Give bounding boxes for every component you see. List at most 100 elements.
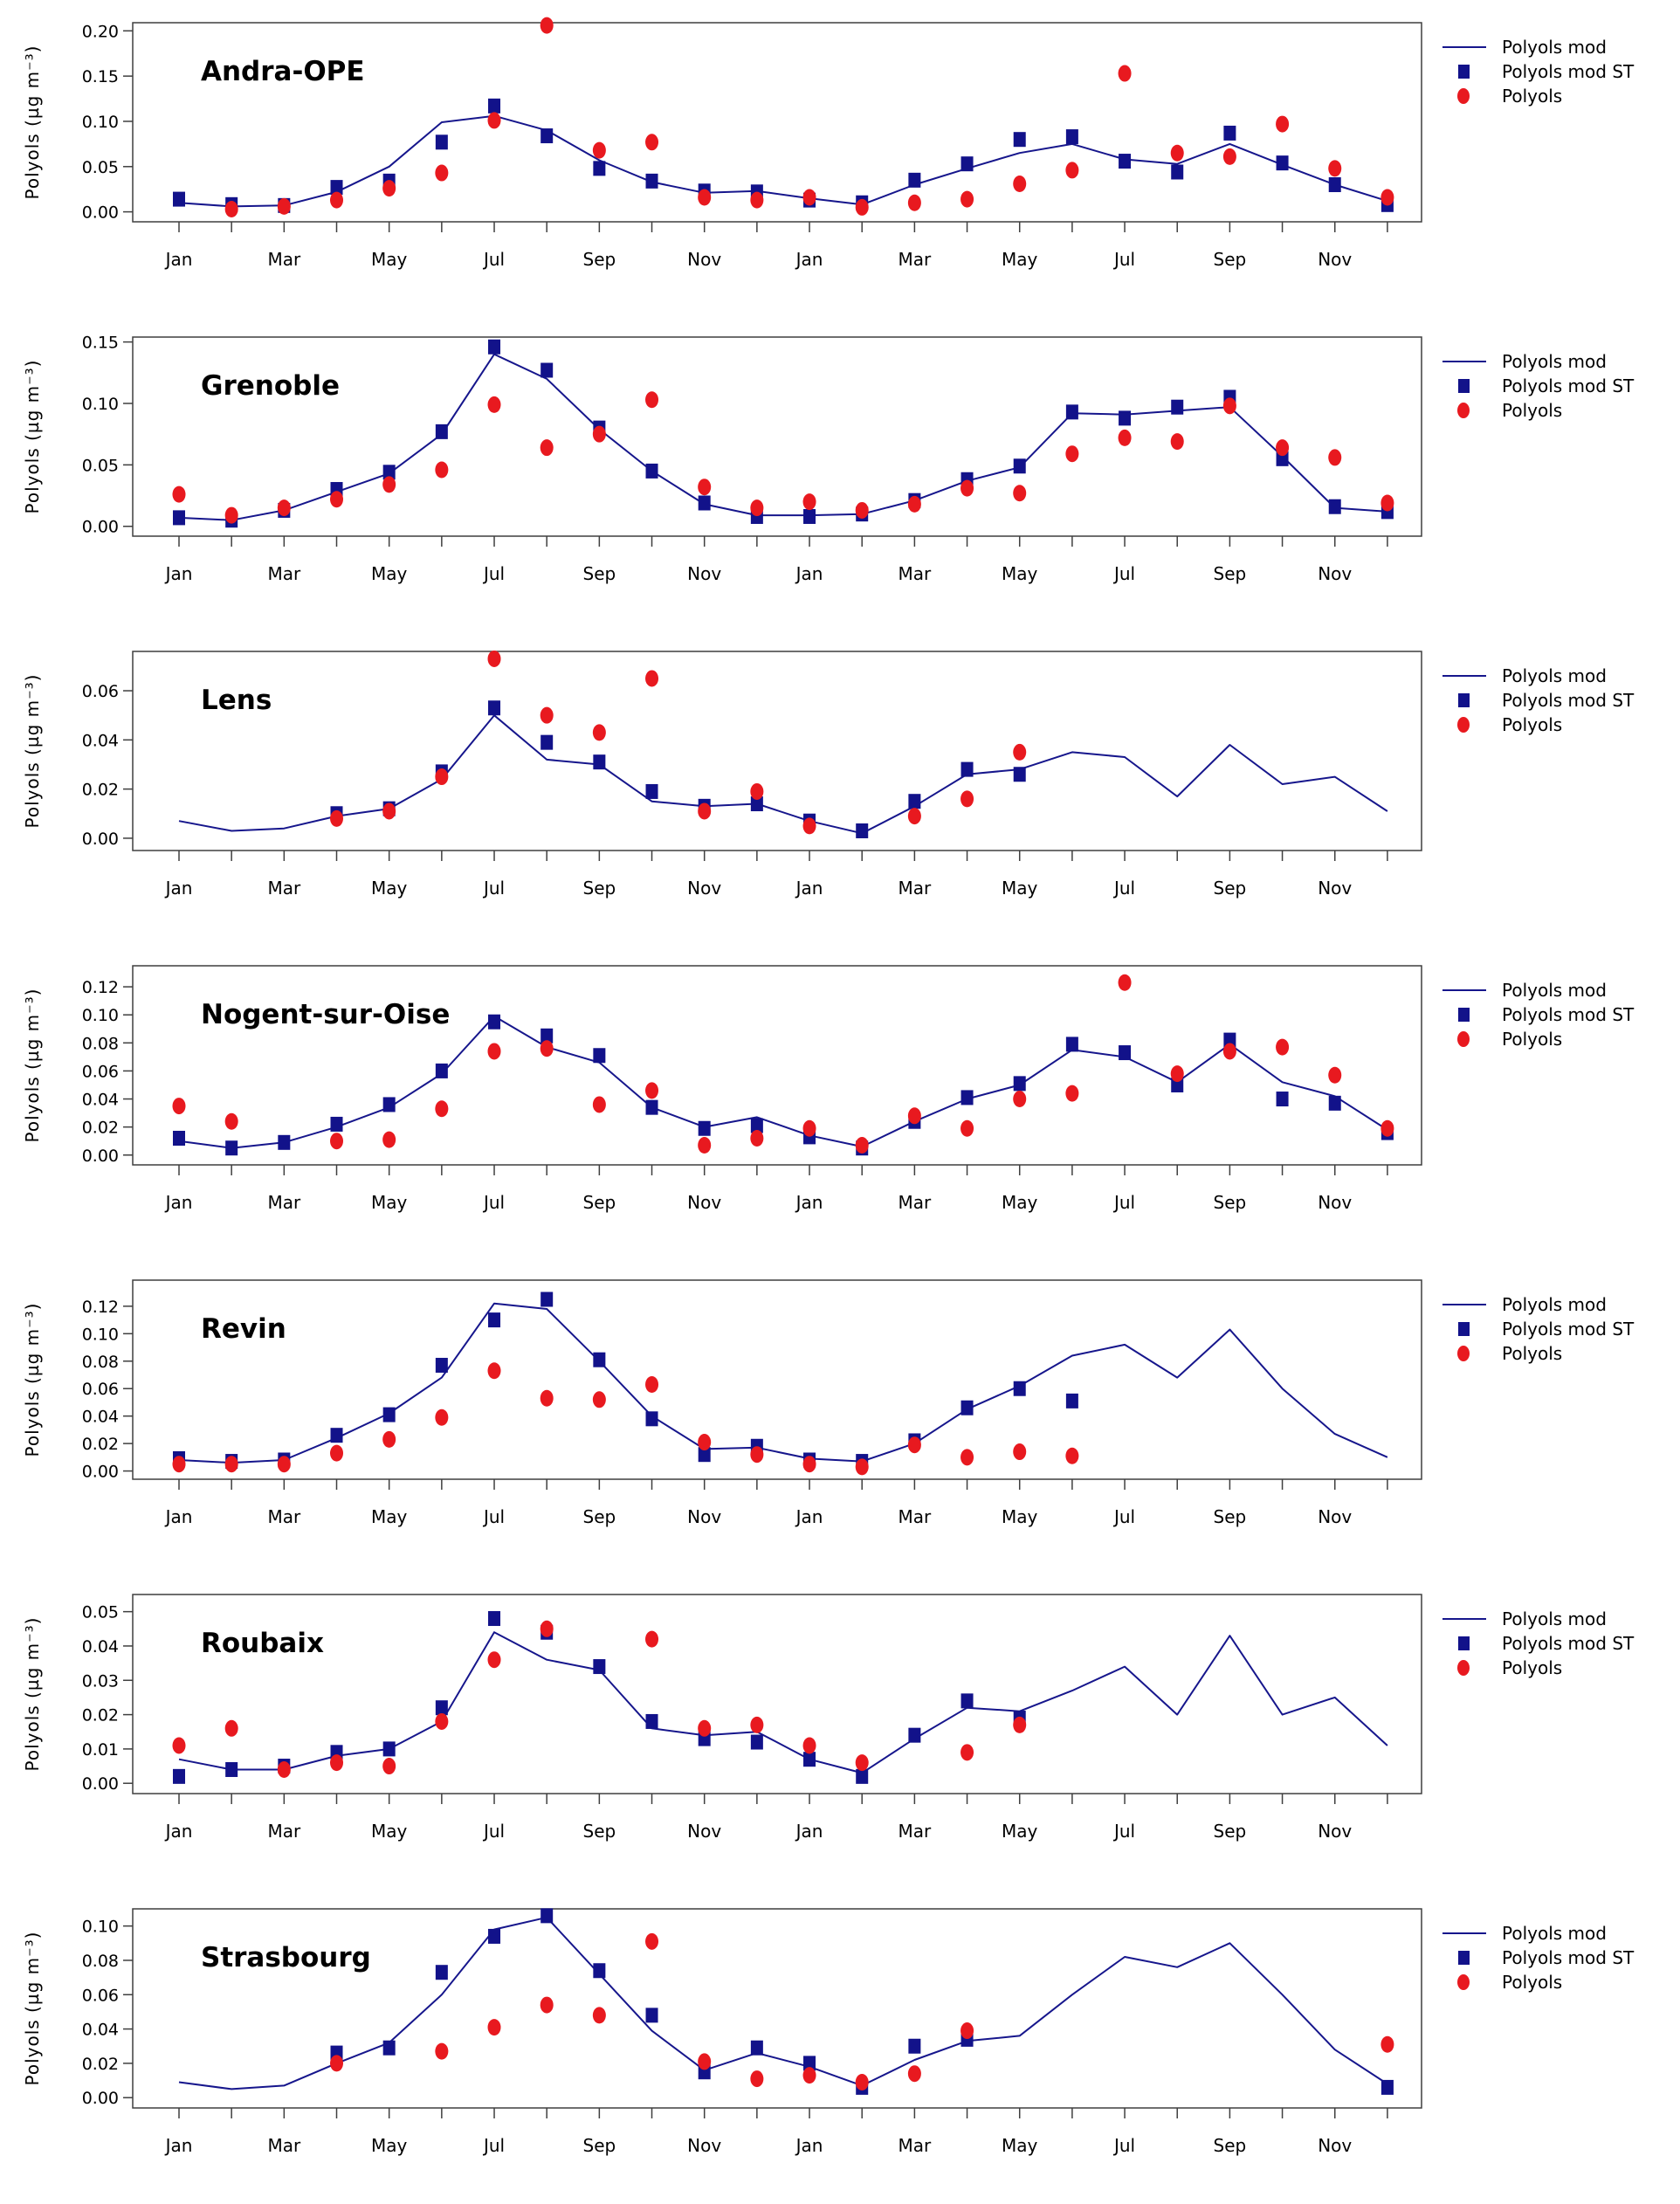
model-st-marker: [1119, 1045, 1132, 1061]
x-tick-label: Nov: [687, 878, 721, 899]
obs-marker: [540, 439, 554, 457]
obs-marker: [540, 1996, 554, 2014]
y-tick-label: 0.15: [82, 67, 119, 86]
panel-title: Roubaix: [201, 1628, 324, 1659]
y-tick-label: 0.01: [82, 1740, 119, 1760]
x-tick-label: Sep: [583, 1192, 616, 1213]
model-st-marker: [960, 1400, 974, 1415]
legend-dot-sample: [1457, 1346, 1470, 1361]
legend: Polyols mod Polyols mod ST Polyols: [1442, 1923, 1635, 1993]
model-st-marker: [908, 794, 921, 809]
legend-label: Polyols: [1502, 1029, 1562, 1050]
model-st-marker: [382, 1097, 396, 1112]
x-tick-label: Nov: [1318, 1821, 1352, 1842]
x-tick-label: Mar: [899, 1821, 933, 1842]
legend: Polyols mod Polyols mod ST Polyols: [1442, 37, 1635, 107]
model-st-marker: [488, 1014, 501, 1030]
obs-marker: [224, 506, 238, 524]
obs-marker: [960, 479, 974, 497]
obs-marker: [1380, 189, 1394, 206]
model-st-marker: [593, 1659, 606, 1675]
obs-marker: [1380, 494, 1394, 512]
legend-dot-sample: [1457, 88, 1470, 104]
obs-marker: [330, 491, 344, 508]
model-st-marker: [593, 1352, 606, 1367]
model-st-marker: [173, 191, 185, 207]
x-tick-label: Mar: [267, 1506, 301, 1527]
model-line: [178, 1302, 1388, 1464]
x-tick-label: Jul: [482, 878, 505, 899]
y-tick-label: 0.06: [82, 682, 119, 701]
legend-label: Polyols: [1502, 714, 1562, 735]
obs-marker: [1276, 115, 1290, 133]
x-tick-label: Mar: [267, 878, 301, 899]
obs-marker: [1276, 439, 1290, 457]
obs-marker: [224, 1112, 238, 1130]
model-st-marker: [1065, 404, 1078, 420]
y-tick-label: 0.10: [82, 1006, 119, 1025]
legend-label: Polyols mod ST: [1502, 375, 1635, 396]
legend-dot-sample: [1457, 403, 1470, 418]
plot-area: [132, 336, 1422, 537]
obs-marker: [592, 1391, 606, 1408]
model-st-marker: [908, 172, 921, 188]
obs-marker: [698, 1719, 712, 1737]
x-tick-label: Jan: [795, 1192, 823, 1213]
y-tick-label: 0.04: [82, 1637, 119, 1656]
obs-marker: [1118, 65, 1132, 82]
obs-marker: [855, 1754, 869, 1772]
x-tick-label: Sep: [583, 249, 616, 270]
plot-area: [132, 1908, 1422, 2109]
obs-marker: [487, 1043, 501, 1060]
y-tick-label: 0.15: [82, 334, 119, 353]
y-tick-label: 0.04: [82, 2021, 119, 2040]
x-tick-label: Jan: [164, 1506, 193, 1527]
y-tick-label: 0.00: [82, 203, 119, 223]
obs-marker: [1065, 1447, 1079, 1464]
legend-square-sample: [1458, 1636, 1470, 1650]
model-st-marker: [645, 1411, 658, 1427]
obs-marker: [435, 164, 449, 182]
legend-label: Polyols: [1502, 400, 1562, 421]
y-tick-label: 0.12: [82, 1298, 119, 1317]
x-tick-label: Mar: [899, 563, 933, 584]
x-tick-label: Jul: [1112, 563, 1135, 584]
model-st-marker: [435, 1357, 448, 1373]
x-tick-label: Jan: [164, 563, 193, 584]
obs-marker: [1276, 1038, 1290, 1056]
model-st-marker: [593, 754, 606, 770]
obs-marker: [277, 197, 291, 215]
obs-marker: [435, 1100, 449, 1118]
x-tick-label: Nov: [687, 1506, 721, 1527]
model-st-marker: [435, 1965, 448, 1980]
legend: Polyols mod Polyols mod ST Polyols: [1442, 980, 1635, 1050]
obs-marker: [750, 782, 764, 800]
x-tick-label: Jul: [482, 249, 505, 270]
model-st-marker: [330, 180, 343, 196]
model-st-marker: [1380, 2079, 1394, 2095]
y-axis-title: Polyols (µg m⁻³): [22, 360, 43, 514]
model-st-marker: [1171, 1077, 1184, 1092]
model-st-marker: [1171, 399, 1184, 415]
model-st-marker: [488, 1312, 501, 1328]
obs-marker: [330, 1444, 344, 1462]
legend-label: Polyols mod ST: [1502, 1947, 1635, 1968]
model-st-marker: [960, 761, 974, 777]
y-tick-label: 0.02: [82, 1119, 119, 1138]
x-tick-label: May: [1002, 1821, 1038, 1842]
y-axis-title: Polyols (µg m⁻³): [22, 1932, 43, 2086]
model-st-marker: [435, 424, 448, 439]
model-st-marker: [1328, 499, 1341, 514]
obs-marker: [907, 1436, 921, 1454]
obs-marker: [382, 802, 396, 820]
x-tick-label: Sep: [583, 878, 616, 899]
x-tick-label: Nov: [687, 249, 721, 270]
y-tick-label: 0.04: [82, 731, 119, 750]
y-tick-label: 0.00: [82, 1147, 119, 1166]
obs-marker: [1013, 1443, 1027, 1461]
model-st-marker: [278, 1134, 291, 1150]
y-tick-label: 0.03: [82, 1671, 119, 1691]
y-tick-label: 0.04: [82, 1408, 119, 1427]
chart-strasbourg: 0.00 0.02 0.04 0.06 0.08 0.10 Jan Mar May Jul Sep N…: [0, 1886, 1680, 2204]
